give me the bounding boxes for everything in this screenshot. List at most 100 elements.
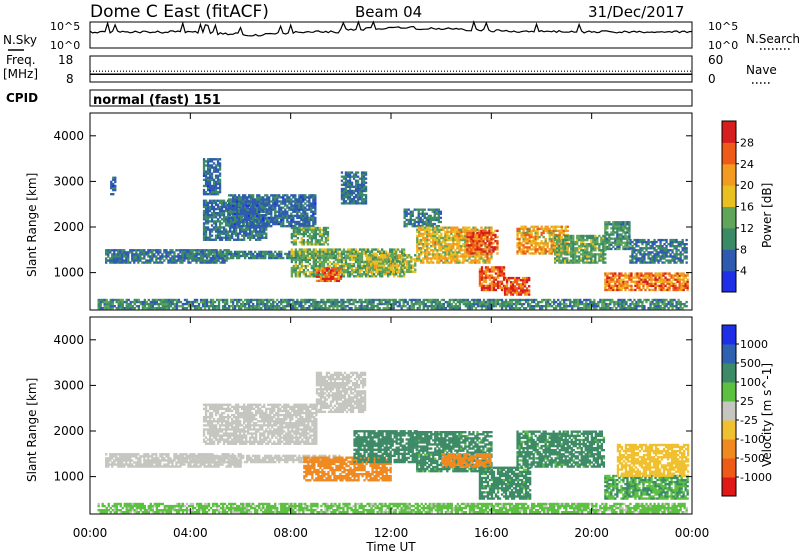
heatmap-cell xyxy=(682,278,685,281)
heatmap-cell xyxy=(470,252,473,255)
heatmap-cell xyxy=(436,230,439,234)
heatmap-cell xyxy=(364,171,368,174)
heatmap-cell xyxy=(310,225,313,228)
heatmap-cell xyxy=(360,191,364,195)
heatmap-cell xyxy=(548,233,551,237)
heatmap-cell xyxy=(454,253,457,256)
heatmap-cell xyxy=(208,232,212,235)
heatmap-cell xyxy=(263,232,266,235)
heatmap-cell xyxy=(488,233,491,237)
heatmap-cell xyxy=(251,234,254,237)
heatmap-cell xyxy=(258,225,261,228)
heatmap-cell xyxy=(513,276,517,280)
heatmap-cell xyxy=(312,250,316,253)
heatmap-cell xyxy=(434,230,437,234)
heatmap-cell xyxy=(250,210,253,213)
heatmap-cell xyxy=(414,264,417,267)
heatmap-cell xyxy=(631,261,634,264)
heatmap-cell xyxy=(221,254,225,258)
heatmap-cell xyxy=(430,257,433,260)
heatmap-cell xyxy=(570,247,573,250)
heatmap-cell xyxy=(304,226,308,230)
heatmap-cell xyxy=(183,254,187,258)
heatmap-cell xyxy=(678,274,681,277)
heatmap-cell xyxy=(288,250,291,254)
heatmap-cell xyxy=(308,235,312,238)
heatmap-cell xyxy=(410,266,413,269)
heatmap-cell xyxy=(608,221,611,224)
heatmap-cell xyxy=(450,228,453,231)
heatmap-cell xyxy=(532,235,535,239)
heatmap-cell xyxy=(286,254,289,258)
heatmap-cell xyxy=(395,250,398,253)
heatmap-cell xyxy=(316,239,320,242)
heatmap-cell xyxy=(602,251,605,254)
heatmap-cell xyxy=(326,235,330,238)
heatmap-cell xyxy=(614,225,617,228)
heatmap-cell xyxy=(382,264,385,267)
heatmap-cell xyxy=(566,236,569,240)
heatmap-cell xyxy=(410,270,413,273)
heatmap-cell xyxy=(247,226,250,229)
heatmap-cell xyxy=(427,225,430,228)
heatmap-cell xyxy=(252,220,255,224)
heatmap-cell xyxy=(290,204,293,207)
heatmap-cell xyxy=(544,227,547,231)
heatmap-cell xyxy=(344,202,348,205)
heatmap-cell xyxy=(622,237,625,240)
heatmap-cell xyxy=(578,236,581,240)
heatmap-cell xyxy=(624,231,627,234)
heatmap-cell xyxy=(255,232,258,235)
heatmap-cell xyxy=(183,259,186,262)
heatmap-cell xyxy=(312,271,316,274)
heatmap-cell xyxy=(107,251,110,254)
heatmap-cell xyxy=(399,275,402,278)
heatmap-cell xyxy=(654,272,657,275)
heatmap-cell xyxy=(203,250,207,254)
heatmap-cell xyxy=(121,259,124,262)
heatmap-cell xyxy=(202,226,206,229)
heatmap-cell xyxy=(261,228,264,231)
heatmap-cell xyxy=(310,206,313,209)
heatmap-cell xyxy=(296,256,300,259)
heatmap-cell xyxy=(618,227,621,230)
heatmap-cell xyxy=(490,245,493,248)
heatmap-cell xyxy=(472,228,475,231)
heatmap-cell xyxy=(604,272,607,275)
heatmap-cell xyxy=(536,233,539,237)
heatmap-cell xyxy=(202,209,206,213)
heatmap-cell xyxy=(240,225,243,228)
heatmap-cell xyxy=(350,269,354,272)
heatmap-cell xyxy=(391,252,394,255)
heatmap-cell xyxy=(187,254,191,258)
heatmap-cell xyxy=(524,231,527,235)
heatmap-cell xyxy=(373,258,377,261)
heatmap-cell xyxy=(274,212,277,215)
heatmap-cell xyxy=(462,245,465,248)
heatmap-cell xyxy=(645,253,648,256)
heatmap-cell xyxy=(187,252,191,256)
heatmap-cell xyxy=(177,254,181,258)
heatmap-cell xyxy=(280,206,283,209)
heatmap-cell xyxy=(678,276,681,279)
heatmap-cell xyxy=(492,268,496,271)
heatmap-cell xyxy=(458,230,461,234)
heatmap-cell xyxy=(417,214,420,218)
heatmap-cell xyxy=(586,255,589,258)
heatmap-cell xyxy=(424,245,427,248)
heatmap-cell xyxy=(262,256,265,260)
heatmap-cell xyxy=(332,264,336,268)
heatmap-cell xyxy=(395,248,398,251)
heatmap-cell xyxy=(442,247,445,250)
heatmap-cell xyxy=(426,232,429,236)
heatmap-cell xyxy=(452,247,455,250)
heatmap-cell xyxy=(626,235,629,238)
heatmap-cell xyxy=(239,199,242,202)
heatmap-cell xyxy=(350,198,354,201)
heatmap-cell xyxy=(364,275,368,278)
heatmap-cell xyxy=(562,229,565,233)
heatmap-cell xyxy=(335,279,339,283)
heatmap-cell xyxy=(635,261,638,264)
heatmap-cell xyxy=(454,234,457,238)
heatmap-cell xyxy=(302,232,306,236)
